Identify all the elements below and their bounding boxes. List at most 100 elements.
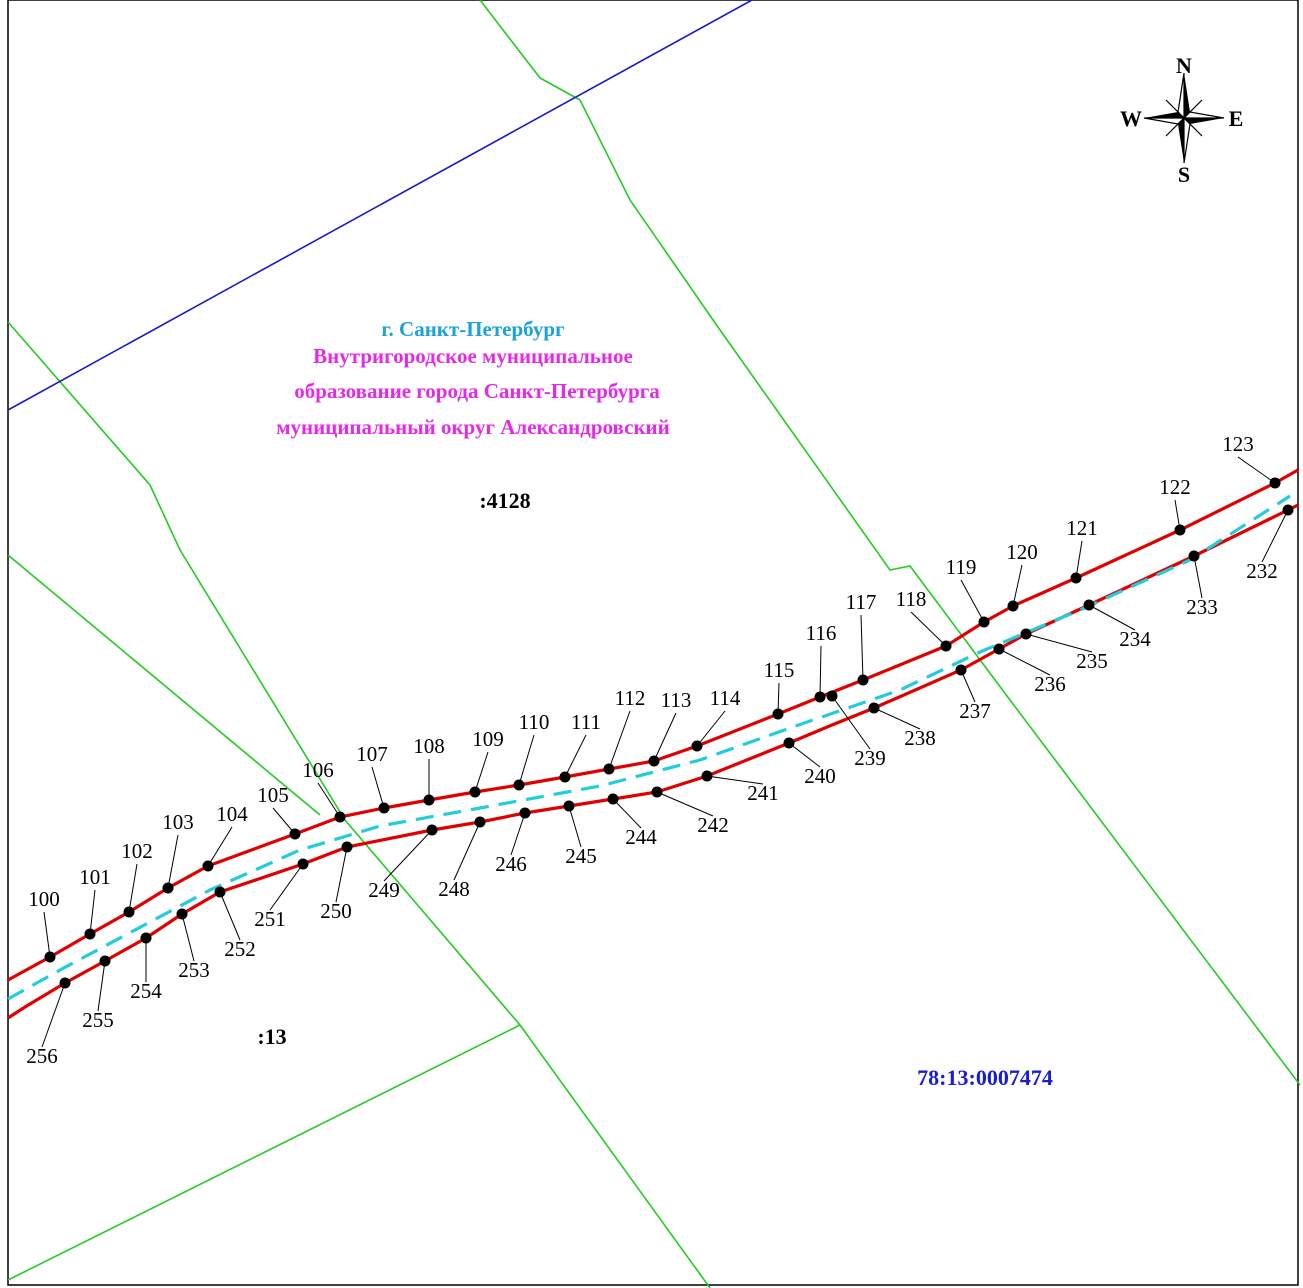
turning-point-marker xyxy=(648,755,660,767)
leader-line xyxy=(89,889,96,935)
turning-point-marker xyxy=(955,664,967,676)
turning-point-104: 104 xyxy=(202,802,248,872)
turning-point-110: 110 xyxy=(513,710,550,791)
turning-point-label: 255 xyxy=(82,1008,114,1032)
leader-line xyxy=(219,891,241,941)
compass-south-label: S xyxy=(1178,162,1190,187)
turning-point-label: 109 xyxy=(472,727,504,751)
turning-point-101: 101 xyxy=(79,865,111,940)
turning-point-marker xyxy=(603,763,615,775)
map-frame xyxy=(7,0,1299,1286)
turning-point-249: 249 xyxy=(368,824,438,902)
pipeline-axis xyxy=(7,494,1291,1001)
turning-point-label: 105 xyxy=(257,783,289,807)
turning-point-255: 255 xyxy=(82,955,114,1032)
turning-point-label: 114 xyxy=(710,686,741,710)
turning-point-242: 242 xyxy=(651,786,729,837)
turning-point-label: 245 xyxy=(565,844,597,868)
leader-line xyxy=(317,782,341,818)
parcel-number-4128: :4128 xyxy=(479,488,530,513)
turning-point-label: 103 xyxy=(162,810,194,834)
compass-west-label: W xyxy=(1120,106,1142,131)
turning-point-118: 118 xyxy=(896,587,952,652)
municipality-label-line-2: образование города Санкт-Петербурга xyxy=(294,379,660,403)
turning-point-label: 239 xyxy=(854,746,886,770)
boundary-line-upper xyxy=(7,468,1299,982)
turning-point-label: 100 xyxy=(28,887,60,911)
turning-point-label: 102 xyxy=(121,839,153,863)
turning-point-marker xyxy=(1083,599,1095,611)
turning-point-240: 240 xyxy=(783,737,836,788)
cadastral-quarter-number: 78:13:0007474 xyxy=(917,1065,1053,1090)
turning-point-label: 246 xyxy=(495,852,527,876)
leader-line xyxy=(696,710,726,747)
turning-point-label: 232 xyxy=(1246,559,1278,583)
leader-line xyxy=(1075,540,1083,579)
turning-point-marker xyxy=(783,737,795,749)
turning-point-marker xyxy=(140,932,152,944)
turning-point-marker xyxy=(176,908,188,920)
turning-point-label: 120 xyxy=(1006,540,1038,564)
turning-point-238: 238 xyxy=(868,702,936,750)
turning-point-123: 123 xyxy=(1222,432,1281,489)
turning-point-marker xyxy=(426,824,438,836)
turning-point-116: 116 xyxy=(806,621,837,703)
compass-east-label: E xyxy=(1229,106,1244,131)
turning-point-107: 107 xyxy=(356,742,390,814)
leader-line xyxy=(510,812,526,856)
municipal-border xyxy=(7,0,753,411)
turning-point-marker xyxy=(1020,628,1032,640)
turning-point-256: 256 xyxy=(26,977,71,1068)
turning-point-label: 113 xyxy=(661,688,692,712)
turning-point-marker xyxy=(123,906,135,918)
turning-point-label: 110 xyxy=(519,710,550,734)
leader-line xyxy=(474,751,489,793)
turning-point-label: 107 xyxy=(356,742,388,766)
turning-point-marker xyxy=(84,928,96,940)
turning-point-108: 108 xyxy=(413,734,445,806)
turning-point-marker xyxy=(857,674,869,686)
turning-point-label: 242 xyxy=(697,813,729,837)
turning-point-label: 236 xyxy=(1034,672,1066,696)
leader-line xyxy=(568,805,582,848)
leader-line xyxy=(873,707,921,730)
leader-line xyxy=(653,712,677,762)
turning-point-label: 122 xyxy=(1159,475,1191,499)
turning-point-marker xyxy=(297,858,309,870)
turning-point-marker xyxy=(940,640,952,652)
turning-point-marker xyxy=(469,786,481,798)
leader-line xyxy=(41,982,66,1048)
leader-line xyxy=(335,846,348,903)
parcel-boundary-bottom xyxy=(7,1024,521,1281)
turning-point-label: 240 xyxy=(804,764,836,788)
leader-line xyxy=(1193,555,1203,599)
parcel-boundary-diagonal xyxy=(7,554,321,816)
leader-line xyxy=(207,826,233,867)
leader-line xyxy=(97,960,106,1012)
lower-turning-points: 232 233 234 235 236 237 238 239 240 241 242 244 245 2… xyxy=(26,504,1294,1068)
turning-point-100: 100 xyxy=(28,887,60,963)
leader-line xyxy=(383,829,433,882)
turning-point-marker xyxy=(1070,572,1082,584)
leader-line xyxy=(564,734,587,778)
leader-line xyxy=(860,614,864,681)
compass-rose-icon xyxy=(1143,72,1225,164)
turning-point-label: 115 xyxy=(764,658,795,682)
turning-point-label: 253 xyxy=(178,958,210,982)
turning-point-117: 117 xyxy=(846,590,876,686)
turning-point-237: 237 xyxy=(955,664,991,723)
turning-point-label: 116 xyxy=(806,621,837,645)
leader-line xyxy=(371,766,385,809)
turning-point-marker xyxy=(826,690,838,702)
turning-point-marker xyxy=(289,828,301,840)
parcel-boundary-left xyxy=(7,321,711,1288)
turning-point-marker xyxy=(607,793,619,805)
turning-point-marker xyxy=(814,691,826,703)
turning-point-label: 256 xyxy=(26,1044,58,1068)
turning-point-label: 108 xyxy=(413,734,445,758)
turning-point-113: 113 xyxy=(648,688,692,767)
leader-line xyxy=(960,579,985,623)
turning-point-marker xyxy=(1188,550,1200,562)
leader-line xyxy=(1261,509,1289,563)
